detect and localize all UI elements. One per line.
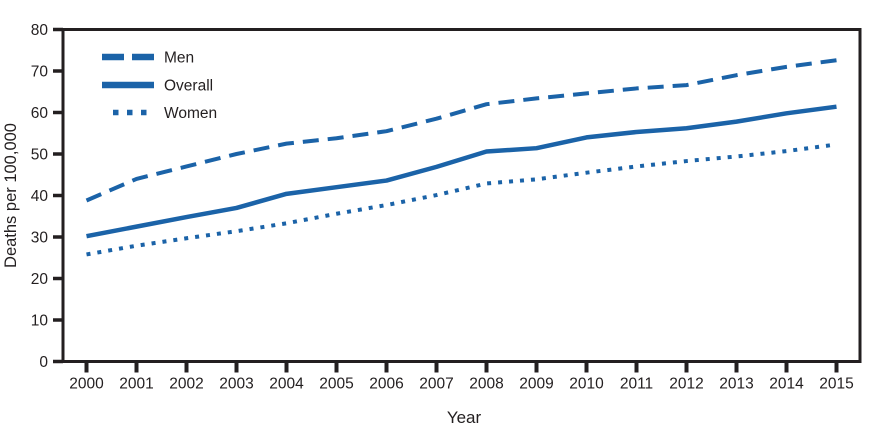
y-tick-label: 50 <box>31 147 49 164</box>
x-tick-label: 2011 <box>620 376 653 393</box>
x-tick-label: 2015 <box>819 376 853 393</box>
y-tick-label: 20 <box>31 271 49 288</box>
x-tick-label: 2014 <box>769 376 804 393</box>
legend-label: Men <box>164 50 194 67</box>
x-tick-label: 2005 <box>319 376 353 393</box>
x-tick-label: 2009 <box>519 376 553 393</box>
legend-label: Women <box>164 105 217 122</box>
series-lines <box>85 58 837 257</box>
x-axis-ticks: 2000 2001 2002 2003 2004 2005 2006 2007 2008 2009… <box>69 361 854 393</box>
x-tick-label: 2012 <box>669 376 703 393</box>
y-tick-label: 40 <box>31 188 49 205</box>
x-tick-label: 2008 <box>469 376 503 393</box>
legend-item-overall: Overall <box>102 78 213 95</box>
x-tick-label: 2000 <box>69 376 104 393</box>
series-line-overall <box>86 104 837 239</box>
legend-label: Overall <box>164 78 213 95</box>
legend-item-men: Men <box>102 50 194 67</box>
x-tick-label: 2004 <box>269 376 304 393</box>
x-tick-label: 2002 <box>169 376 203 393</box>
y-tick-label: 60 <box>31 105 49 122</box>
legend-item-women: Women <box>113 105 217 122</box>
series-line-men <box>85 58 837 203</box>
x-tick-label: 2013 <box>719 376 753 393</box>
y-tick-label: 80 <box>31 22 49 39</box>
y-tick-label: 10 <box>31 313 49 330</box>
y-axis-ticks: 0 10 20 30 40 50 60 70 80 <box>31 22 63 371</box>
y-tick-label: 30 <box>31 230 49 247</box>
x-tick-label: 2003 <box>219 376 253 393</box>
x-tick-label: 2010 <box>569 376 604 393</box>
x-tick-label: 2001 <box>119 376 153 393</box>
x-axis-title: Year <box>447 408 482 427</box>
x-tick-label: 2006 <box>369 376 403 393</box>
chart-legend: Men Overall Women <box>102 50 217 122</box>
y-tick-label: 0 <box>39 354 48 371</box>
y-tick-label: 70 <box>31 64 49 81</box>
x-tick-label: 2007 <box>419 376 453 393</box>
y-axis-title: Deaths per 100,000 <box>2 123 20 268</box>
